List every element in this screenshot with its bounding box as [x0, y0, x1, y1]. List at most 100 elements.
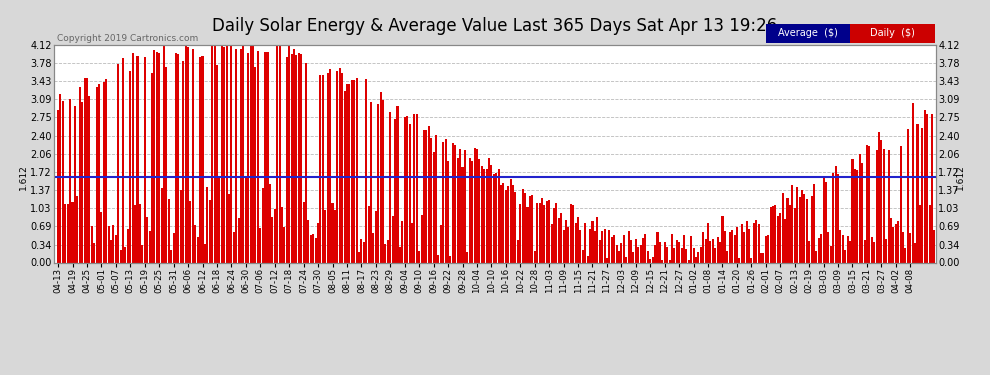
Bar [517, 240, 519, 262]
Bar [392, 216, 394, 262]
Bar [623, 235, 625, 262]
Bar [273, 209, 276, 262]
Bar [153, 50, 155, 262]
Bar [710, 241, 712, 262]
Bar [189, 201, 191, 262]
Bar [544, 205, 545, 262]
Bar [562, 230, 564, 262]
Bar [64, 204, 66, 262]
Bar [57, 110, 59, 262]
Bar [705, 239, 707, 262]
Bar [574, 223, 576, 262]
Bar [264, 52, 266, 262]
Bar [837, 174, 840, 262]
Bar [736, 227, 738, 262]
Bar [676, 240, 678, 262]
Bar [305, 63, 307, 262]
Bar [261, 188, 263, 262]
Bar [69, 99, 71, 262]
Bar [654, 244, 656, 262]
Bar [734, 235, 736, 262]
Bar [490, 165, 492, 262]
Bar [644, 234, 646, 262]
Bar [155, 52, 157, 262]
Bar [545, 201, 547, 262]
Bar [142, 244, 144, 262]
Bar [813, 184, 815, 262]
Bar [228, 194, 230, 262]
Bar [584, 224, 586, 262]
Bar [459, 149, 461, 262]
Bar [846, 236, 848, 262]
Bar [221, 45, 223, 262]
Bar [337, 71, 339, 262]
Bar [91, 226, 93, 262]
Bar [527, 207, 529, 262]
Bar [550, 224, 552, 262]
Bar [767, 235, 769, 262]
Bar [601, 231, 603, 262]
Bar [618, 251, 620, 262]
Bar [315, 238, 317, 262]
Bar [919, 206, 921, 262]
Bar [346, 84, 347, 262]
Bar [803, 194, 806, 262]
Bar [649, 259, 651, 262]
Bar [572, 205, 574, 262]
Bar [772, 206, 774, 262]
Bar [695, 257, 697, 262]
Bar [892, 227, 894, 262]
Bar [298, 53, 300, 262]
Bar [796, 187, 798, 262]
Bar [625, 257, 628, 262]
Bar [414, 114, 416, 262]
Bar [717, 237, 719, 262]
Bar [362, 243, 365, 262]
Bar [589, 229, 591, 262]
Text: Daily  ($): Daily ($) [870, 28, 915, 38]
Bar [288, 45, 290, 262]
Bar [727, 251, 729, 262]
Bar [515, 192, 517, 262]
Bar [182, 61, 184, 262]
Bar [912, 103, 914, 262]
Bar [320, 75, 322, 262]
Bar [722, 216, 724, 262]
Bar [350, 80, 352, 262]
Bar [329, 69, 331, 262]
Bar [567, 227, 569, 262]
Bar [888, 150, 890, 262]
Bar [204, 244, 206, 262]
Bar [249, 45, 251, 262]
Bar [137, 56, 139, 262]
Bar [377, 104, 379, 262]
Bar [443, 142, 445, 262]
Bar [808, 240, 810, 262]
Bar [786, 198, 788, 262]
Bar [755, 220, 757, 262]
Bar [180, 190, 182, 262]
Bar [621, 243, 623, 262]
Bar [557, 218, 559, 262]
Bar [194, 225, 196, 262]
Bar [322, 75, 324, 262]
Bar [433, 152, 435, 262]
Bar [774, 205, 776, 262]
Bar [663, 242, 665, 262]
Bar [375, 210, 377, 262]
Bar [929, 206, 931, 262]
Bar [878, 132, 880, 262]
Bar [150, 74, 153, 262]
Bar [596, 217, 598, 262]
Bar [493, 174, 495, 262]
Bar [646, 251, 648, 262]
Bar [100, 213, 102, 262]
Bar [449, 256, 451, 262]
Bar [256, 51, 259, 262]
Bar [384, 244, 386, 262]
Bar [372, 232, 374, 262]
Bar [931, 114, 933, 262]
Bar [833, 173, 835, 262]
Bar [522, 189, 524, 262]
Bar [830, 246, 832, 262]
